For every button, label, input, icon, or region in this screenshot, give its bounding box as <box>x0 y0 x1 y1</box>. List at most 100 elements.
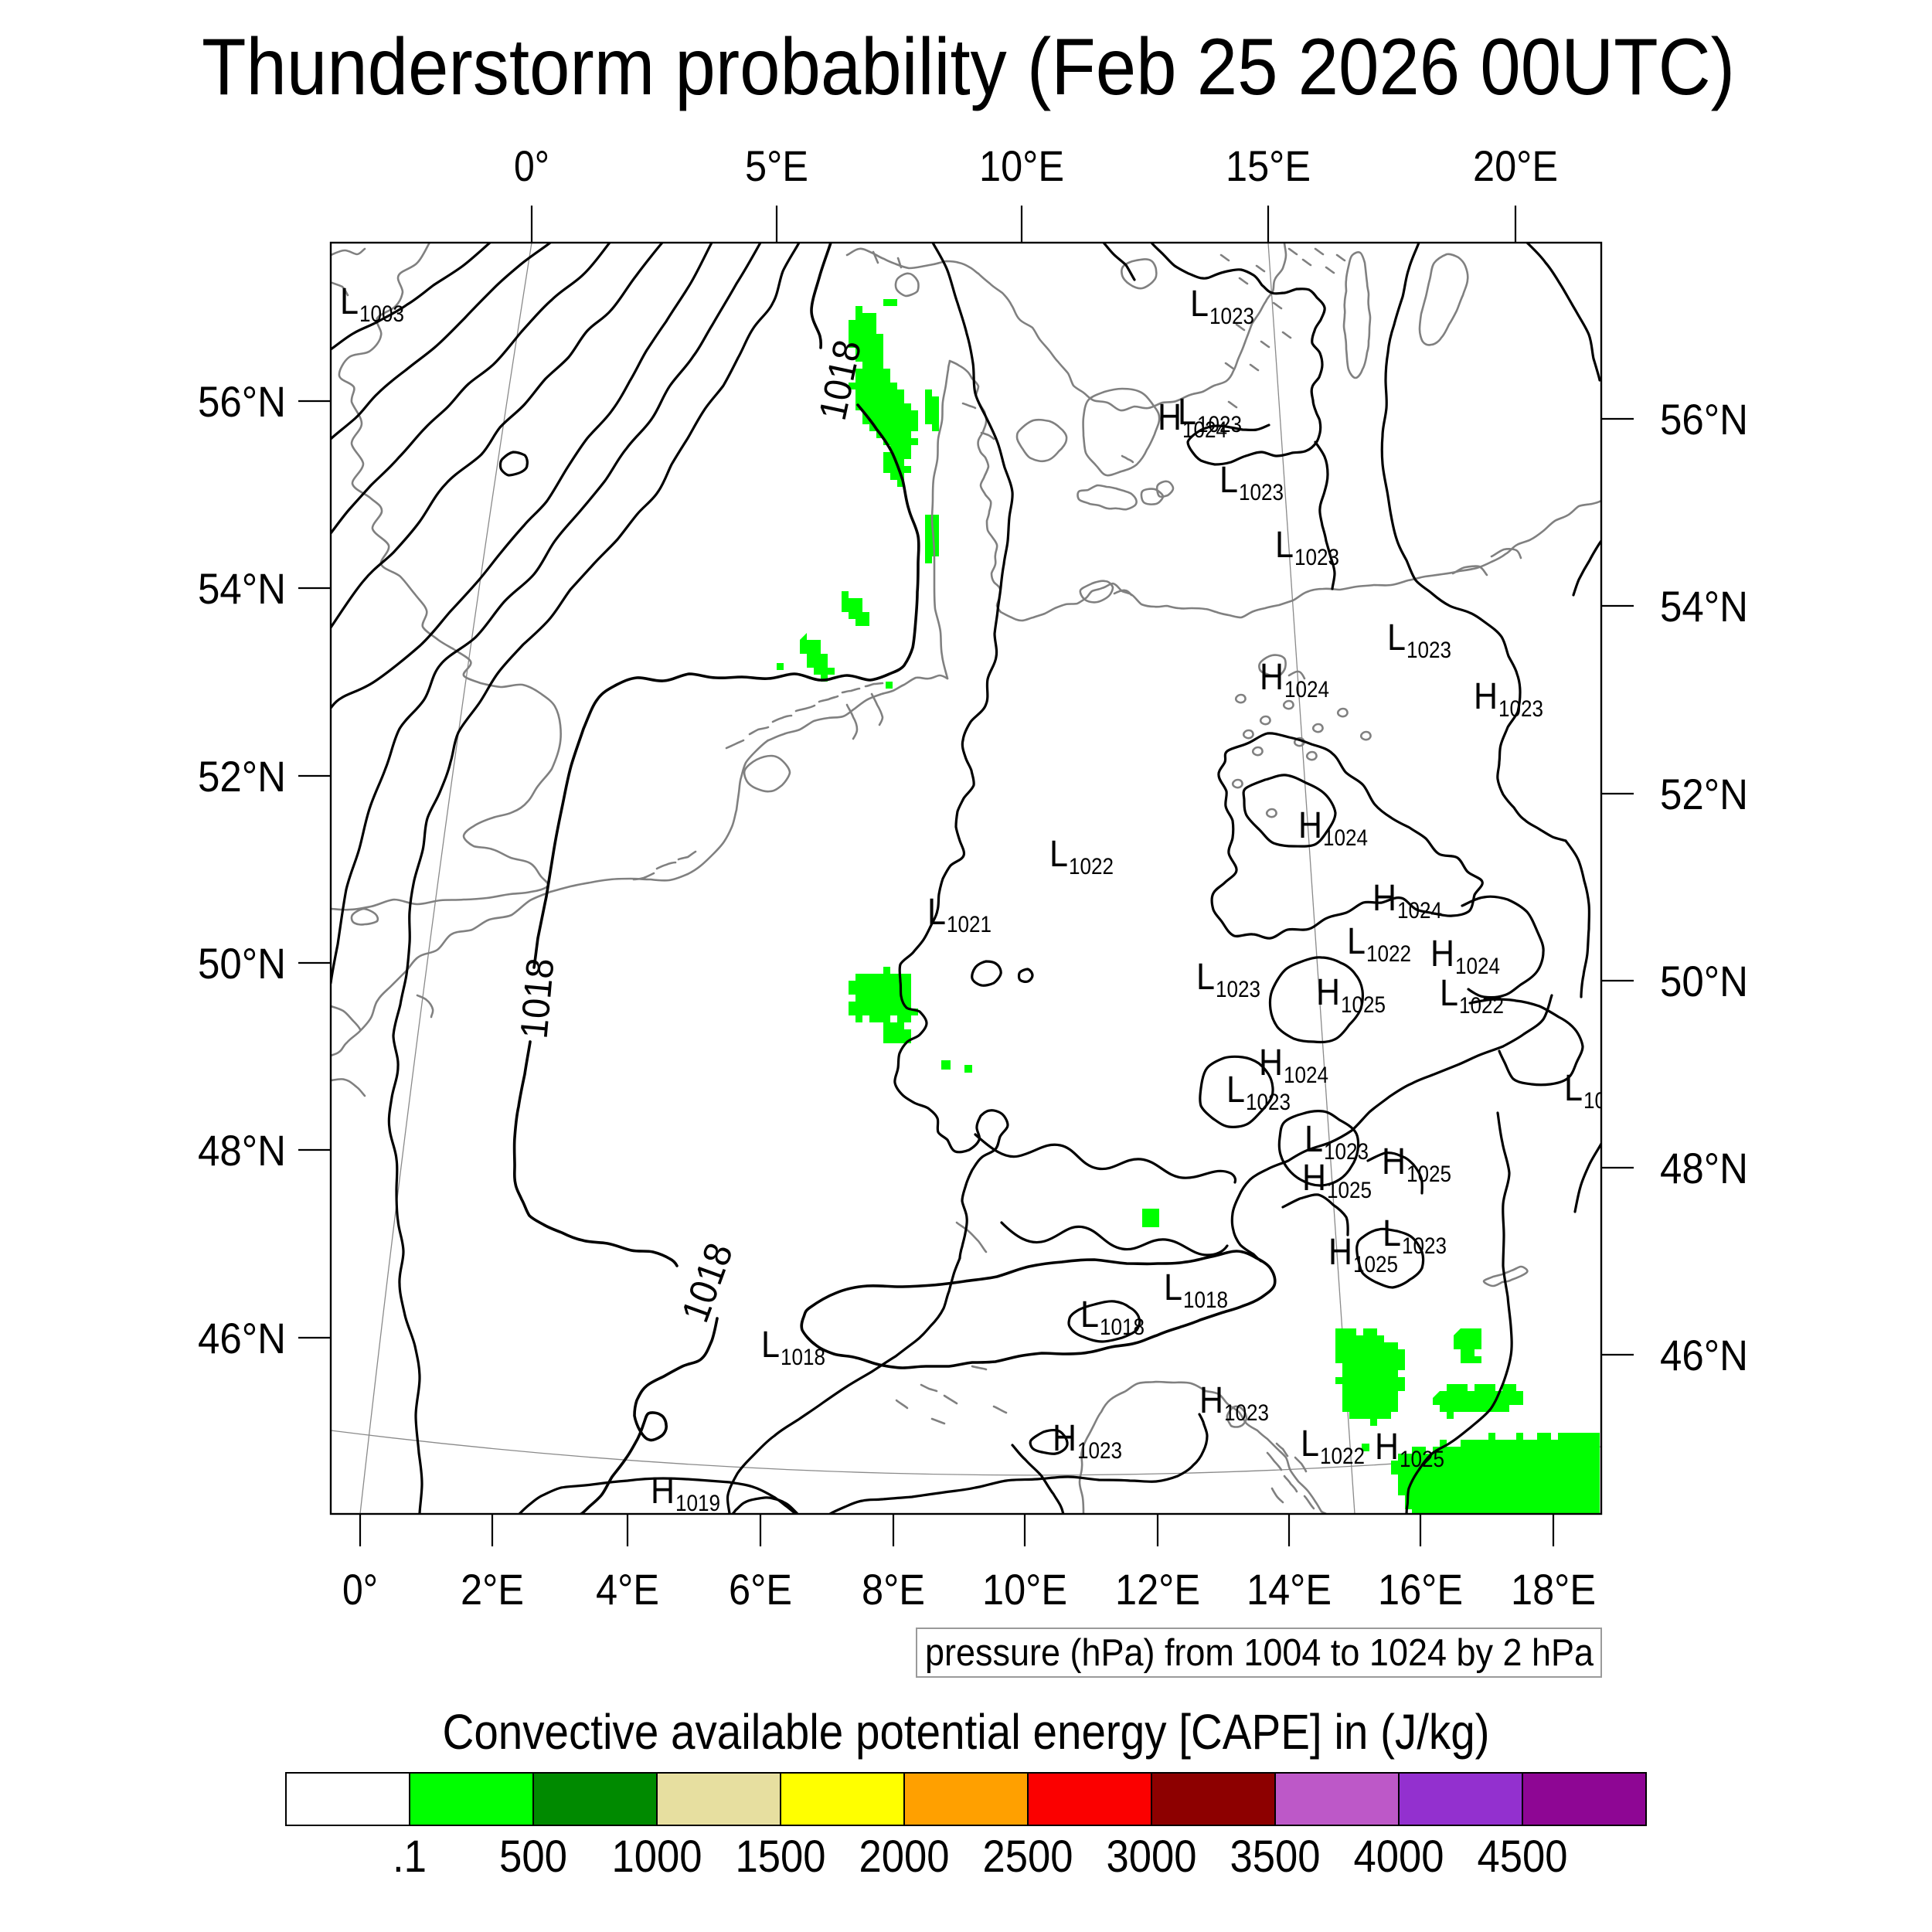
svg-text:4°E: 4°E <box>596 1565 659 1614</box>
svg-text:1024: 1024 <box>1182 417 1227 443</box>
svg-text:54°N: 54°N <box>1660 582 1748 631</box>
svg-text:L: L <box>1190 284 1209 325</box>
svg-text:1018: 1018 <box>1100 1315 1145 1340</box>
svg-text:H: H <box>1375 1427 1399 1468</box>
svg-text:1500: 1500 <box>736 1832 826 1882</box>
svg-text:5°E: 5°E <box>745 141 808 190</box>
svg-text:46°N: 46°N <box>1660 1331 1748 1379</box>
svg-text:52°N: 52°N <box>198 752 286 801</box>
svg-text:H: H <box>1430 934 1454 975</box>
svg-text:1023: 1023 <box>1239 480 1284 505</box>
svg-text:8°E: 8°E <box>862 1565 925 1614</box>
svg-text:56°N: 56°N <box>1660 395 1748 444</box>
svg-text:1023: 1023 <box>1402 1233 1447 1259</box>
svg-text:Convective available potential: Convective available potential energy [C… <box>443 1704 1490 1760</box>
svg-text:1024: 1024 <box>1397 898 1442 923</box>
svg-text:.1: .1 <box>393 1832 427 1882</box>
svg-text:1019: 1019 <box>675 1491 720 1516</box>
svg-text:1022: 1022 <box>1366 941 1411 967</box>
svg-text:15°E: 15°E <box>1226 141 1311 190</box>
svg-text:1025: 1025 <box>1341 992 1386 1018</box>
svg-text:L: L <box>761 1325 780 1366</box>
svg-text:L: L <box>927 892 946 933</box>
svg-text:4500: 4500 <box>1478 1832 1568 1882</box>
svg-text:1023: 1023 <box>1209 304 1254 329</box>
svg-text:H: H <box>1260 657 1284 698</box>
svg-text:1018: 1018 <box>1183 1287 1228 1313</box>
svg-text:1018: 1018 <box>512 957 563 1040</box>
svg-text:1025: 1025 <box>1327 1178 1372 1203</box>
svg-text:H: H <box>1053 1418 1077 1459</box>
svg-text:1023: 1023 <box>1498 696 1543 722</box>
svg-text:14°E: 14°E <box>1247 1565 1332 1614</box>
svg-text:2000: 2000 <box>859 1832 950 1882</box>
svg-text:500: 500 <box>499 1832 567 1882</box>
svg-text:1023: 1023 <box>1246 1090 1291 1115</box>
svg-text:L: L <box>1219 460 1238 501</box>
svg-text:L: L <box>1347 921 1366 962</box>
svg-text:1023: 1023 <box>1406 638 1451 663</box>
svg-text:46°N: 46°N <box>198 1314 286 1362</box>
svg-text:1024: 1024 <box>1323 825 1368 851</box>
svg-text:10°E: 10°E <box>982 1565 1067 1614</box>
svg-text:3500: 3500 <box>1230 1832 1321 1882</box>
svg-text:H: H <box>1259 1043 1283 1083</box>
svg-text:1023: 1023 <box>1294 545 1339 570</box>
svg-text:H: H <box>1382 1141 1406 1182</box>
svg-text:H: H <box>1474 676 1498 717</box>
svg-text:1023: 1023 <box>1224 1400 1269 1426</box>
svg-text:L: L <box>1304 1119 1323 1160</box>
svg-text:16°E: 16°E <box>1378 1565 1463 1614</box>
svg-text:1022: 1022 <box>1069 854 1114 879</box>
svg-text:L: L <box>1301 1423 1319 1464</box>
svg-text:L: L <box>1049 834 1068 875</box>
svg-text:L: L <box>1275 525 1294 566</box>
svg-text:1023: 1023 <box>1324 1139 1369 1165</box>
svg-text:1023: 1023 <box>1197 412 1242 437</box>
svg-text:L: L <box>1226 1070 1245 1111</box>
svg-text:1023: 1023 <box>1216 977 1260 1002</box>
svg-text:1021: 1021 <box>1583 1088 1628 1114</box>
svg-text:1022: 1022 <box>1320 1444 1365 1469</box>
svg-text:1000: 1000 <box>612 1832 702 1882</box>
svg-text:48°N: 48°N <box>198 1126 286 1175</box>
svg-text:50°N: 50°N <box>1660 957 1748 1005</box>
svg-text:1003: 1003 <box>359 301 404 327</box>
svg-text:4000: 4000 <box>1354 1832 1444 1882</box>
svg-text:1021: 1021 <box>947 912 992 937</box>
svg-text:48°N: 48°N <box>1660 1144 1748 1192</box>
svg-text:H: H <box>651 1471 675 1512</box>
svg-text:1025: 1025 <box>1353 1252 1398 1277</box>
svg-text:0°: 0° <box>342 1565 378 1614</box>
svg-text:L: L <box>1196 957 1215 998</box>
svg-text:1025: 1025 <box>1406 1162 1451 1187</box>
svg-text:L: L <box>340 281 359 322</box>
svg-text:18°E: 18°E <box>1511 1565 1596 1614</box>
svg-text:2500: 2500 <box>983 1832 1073 1882</box>
svg-text:H: H <box>1302 1158 1326 1199</box>
svg-text:1024: 1024 <box>1284 1063 1328 1088</box>
svg-text:56°N: 56°N <box>198 377 286 426</box>
svg-text:20°E: 20°E <box>1473 141 1558 190</box>
svg-text:1024: 1024 <box>1455 954 1500 979</box>
svg-text:H: H <box>1372 878 1396 919</box>
svg-text:H: H <box>1158 397 1182 438</box>
svg-text:H: H <box>1298 805 1322 846</box>
svg-text:10°E: 10°E <box>979 141 1064 190</box>
svg-text:1018: 1018 <box>781 1345 825 1370</box>
svg-text:3000: 3000 <box>1107 1832 1197 1882</box>
svg-text:L: L <box>1178 392 1196 433</box>
svg-text:12°E: 12°E <box>1115 1565 1200 1614</box>
svg-text:L: L <box>1387 617 1406 658</box>
svg-text:1023: 1023 <box>1077 1438 1122 1464</box>
svg-text:L: L <box>1080 1294 1099 1335</box>
svg-text:52°N: 52°N <box>1660 770 1748 818</box>
svg-text:Thunderstorm probability (Feb: Thunderstorm probability (Feb 25 2026 00… <box>202 22 1735 112</box>
svg-text:pressure (hPa) from 1004 to 10: pressure (hPa) from 1004 to 1024 by 2 hP… <box>925 1632 1594 1674</box>
svg-text:1022: 1022 <box>1459 993 1504 1019</box>
svg-text:1024: 1024 <box>1284 677 1329 702</box>
svg-text:2°E: 2°E <box>461 1565 524 1614</box>
svg-text:L: L <box>1383 1213 1401 1254</box>
svg-text:0°: 0° <box>514 141 549 190</box>
svg-text:6°E: 6°E <box>729 1565 792 1614</box>
